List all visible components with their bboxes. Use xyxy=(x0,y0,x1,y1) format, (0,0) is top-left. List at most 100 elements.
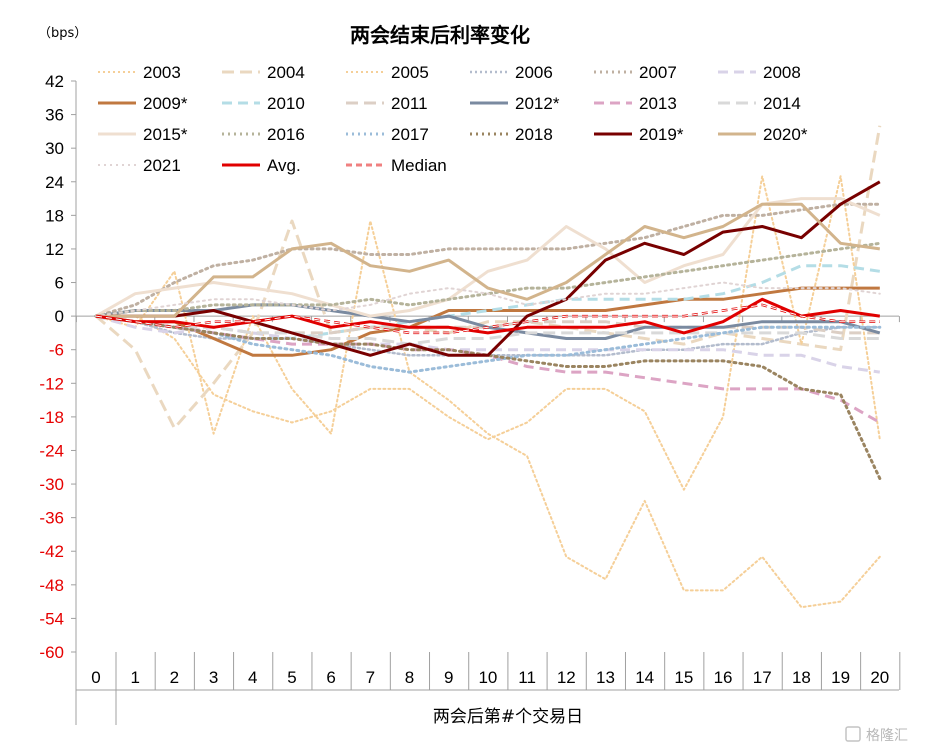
legend: 2003 2004 2005 2006 2007 2008 2009* 2010 2011 201… xyxy=(98,63,808,175)
x-tick-label: 5 xyxy=(287,668,296,687)
x-tick-label: 11 xyxy=(518,668,536,687)
y-tick-label: 42 xyxy=(45,72,64,91)
series-line-median-inner xyxy=(95,304,880,334)
y-tick-label: -36 xyxy=(39,509,64,528)
series-line-2009 xyxy=(95,286,880,357)
legend-label: 2016 xyxy=(267,125,305,144)
x-tick-label: 13 xyxy=(596,668,615,687)
y-tick-label: 0 xyxy=(55,307,64,326)
legend-item: 2010 xyxy=(222,94,305,113)
series-line-2016 xyxy=(94,241,882,318)
legend-item: 2020* xyxy=(718,125,808,144)
legend-item: 2005 xyxy=(346,63,429,82)
legend-label: 2011 xyxy=(391,94,428,113)
y-tick-label: -60 xyxy=(39,643,64,662)
x-tick-label: 15 xyxy=(674,668,693,687)
legend-label: 2019* xyxy=(639,125,684,144)
y-tick-label: 30 xyxy=(45,139,64,158)
watermark-logo-icon xyxy=(845,726,861,742)
y-tick-label: 12 xyxy=(45,240,64,259)
legend-label: 2017 xyxy=(391,125,429,144)
legend-item: 2013 xyxy=(594,94,677,113)
legend-item: 2006 xyxy=(470,63,553,82)
legend-item: 2012* xyxy=(470,94,560,113)
y-tick-label: -54 xyxy=(39,609,64,628)
watermark-text: 格隆汇 xyxy=(866,728,908,744)
series-line-2005 xyxy=(95,175,881,491)
legend-label: 2012* xyxy=(515,94,560,113)
y-tick-label: 24 xyxy=(45,173,64,192)
legend-item: Median xyxy=(346,156,447,175)
legend-item: 2021 xyxy=(98,156,181,175)
x-tick-label: 9 xyxy=(444,668,453,687)
legend-label: 2013 xyxy=(639,94,677,113)
legend-item: 2007 xyxy=(594,63,677,82)
legend-label: 2007 xyxy=(639,63,677,82)
series-line-2003 xyxy=(95,220,881,609)
legend-item: 2019* xyxy=(594,125,684,144)
x-tick-label: 2 xyxy=(170,668,179,687)
legend-label: 2010 xyxy=(267,94,305,113)
y-tick-label: 36 xyxy=(45,106,64,125)
legend-label: 2021 xyxy=(143,156,181,175)
x-tick-label: 4 xyxy=(248,668,257,687)
legend-label: 2005 xyxy=(391,63,429,82)
series-line-2007 xyxy=(94,202,882,318)
y-tick-label: -48 xyxy=(39,576,64,595)
x-tick-label: 3 xyxy=(209,668,218,687)
series-line-2014 xyxy=(95,314,880,346)
y-tick-label: 18 xyxy=(45,206,64,225)
series-line-2015 xyxy=(95,197,881,318)
y-tick-label: -12 xyxy=(39,374,64,393)
y-tick-label: -6 xyxy=(49,341,64,360)
x-tick-label: 17 xyxy=(753,668,772,687)
series-line-2004 xyxy=(95,125,882,430)
legend-item: 2004 xyxy=(222,63,305,82)
x-tick-label: 18 xyxy=(792,668,811,687)
y-tick-label: -24 xyxy=(39,441,64,460)
legend-item: 2018 xyxy=(470,125,553,144)
x-tick-label: 19 xyxy=(831,668,850,687)
series-line-avg xyxy=(95,297,881,335)
x-tick-label: 8 xyxy=(405,668,414,687)
legend-item: 2017 xyxy=(346,125,429,144)
y-tick-label: 6 xyxy=(55,274,64,293)
chart-title: 两会结束后利率变化 xyxy=(350,23,530,47)
x-tick-label: 7 xyxy=(366,668,375,687)
y-unit-label: （bps） xyxy=(38,26,87,41)
legend-label: 2018 xyxy=(515,125,553,144)
watermark: 格隆汇 xyxy=(845,726,908,744)
legend-item: 2009* xyxy=(98,94,188,113)
y-tick-label: -18 xyxy=(39,408,64,427)
legend-item: 2003 xyxy=(98,63,181,82)
series-layer xyxy=(94,125,882,609)
series-line-2017 xyxy=(94,314,882,374)
series-line-2020 xyxy=(96,202,881,318)
legend-label: 2008 xyxy=(763,63,801,82)
legend-item: 2015* xyxy=(98,125,188,144)
legend-label: 2009* xyxy=(143,94,188,113)
legend-item: Avg. xyxy=(222,156,301,175)
legend-label: Median xyxy=(391,156,447,175)
x-tick-label: 12 xyxy=(557,668,576,687)
legend-item: 2014 xyxy=(718,94,801,113)
series-line-2018 xyxy=(94,314,882,480)
series-line-2019 xyxy=(96,180,881,357)
x-tick-label: 0 xyxy=(91,668,100,687)
x-tick-label: 16 xyxy=(714,668,733,687)
legend-label: 2015* xyxy=(143,125,188,144)
x-tick-label: 1 xyxy=(130,668,139,687)
x-tick-label: 20 xyxy=(870,668,889,687)
legend-label: 2006 xyxy=(515,63,553,82)
legend-label: Avg. xyxy=(267,156,301,175)
series-line-2011 xyxy=(95,314,880,335)
x-tick-label: 14 xyxy=(635,668,654,687)
x-tick-label: 6 xyxy=(326,668,335,687)
legend-item: 2008 xyxy=(718,63,801,82)
x-tick-label: 10 xyxy=(478,668,497,687)
legend-label: 2003 xyxy=(143,63,181,82)
legend-label: 2020* xyxy=(763,125,808,144)
y-tick-label: -30 xyxy=(39,475,64,494)
x-axis-label: 两会后第#个交易日 xyxy=(433,707,583,727)
